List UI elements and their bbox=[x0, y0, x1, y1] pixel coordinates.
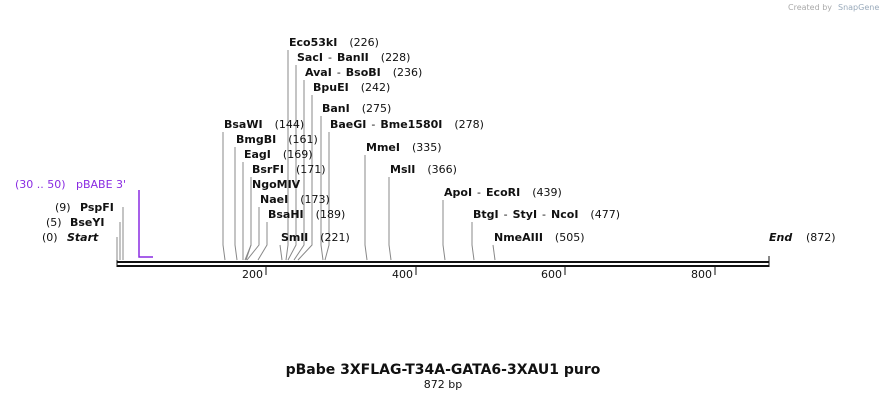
enzyme-position: (477) bbox=[590, 208, 620, 221]
enzyme-position: (236) bbox=[393, 66, 423, 79]
enzyme-name: ApoI bbox=[444, 186, 472, 199]
enzyme-position: (171) bbox=[296, 163, 326, 176]
cut-line bbox=[297, 95, 313, 261]
enzyme-position: (439) bbox=[532, 186, 562, 199]
enzyme-name: SacI bbox=[297, 51, 323, 64]
site-position: (5) bbox=[46, 216, 62, 229]
tick-label: 600 bbox=[541, 268, 562, 281]
enzyme-name: AvaI bbox=[305, 66, 332, 79]
enzyme-position: (366) bbox=[427, 163, 457, 176]
enzyme-name: MslI bbox=[390, 163, 415, 176]
separator: - bbox=[328, 51, 332, 64]
enzyme-name: SmlI bbox=[281, 231, 308, 244]
enzyme-name: NgoMIV bbox=[252, 178, 301, 191]
cut-line bbox=[388, 177, 392, 261]
enzyme-position: (226) bbox=[349, 36, 379, 49]
cut-line bbox=[324, 132, 330, 261]
enzyme-position: (242) bbox=[361, 81, 391, 94]
enzyme-position: (144) bbox=[275, 118, 305, 131]
cut-line bbox=[492, 244, 496, 261]
enzyme-name: BanII bbox=[337, 51, 369, 64]
enzyme-name: BanI bbox=[322, 102, 350, 115]
cut-line bbox=[234, 147, 238, 261]
enzyme-position: (278) bbox=[454, 118, 484, 131]
credit: Created by bbox=[788, 3, 832, 12]
enzyme-name: BsaHI bbox=[268, 208, 304, 221]
backbone-bottom bbox=[117, 265, 769, 267]
enzyme-name: NcoI bbox=[551, 208, 578, 221]
cut-line bbox=[442, 200, 446, 261]
enzyme-position: (275) bbox=[362, 102, 392, 115]
enzyme-position: (228) bbox=[381, 51, 411, 64]
enzyme-name: Bme1580I bbox=[380, 118, 442, 131]
site-name: PspFI bbox=[80, 201, 114, 214]
enzyme-name: BsaWI bbox=[224, 118, 263, 131]
enzyme-position: (173) bbox=[300, 193, 330, 206]
tick-label: 200 bbox=[242, 268, 263, 281]
cut-line bbox=[364, 155, 368, 261]
cut-line bbox=[293, 80, 305, 261]
enzyme-name: BaeGI bbox=[330, 118, 366, 131]
enzyme-position: (189) bbox=[316, 208, 346, 221]
brand: SnapGene bbox=[838, 3, 879, 12]
tick-label: 800 bbox=[691, 268, 712, 281]
enzyme-position: (169) bbox=[283, 148, 313, 161]
enzyme-position: (161) bbox=[288, 133, 318, 146]
separator: - bbox=[477, 186, 481, 199]
cut-line bbox=[471, 222, 475, 261]
enzyme-position: (335) bbox=[412, 141, 442, 154]
tick-label: 400 bbox=[392, 268, 413, 281]
feature-name: pBABE 3' bbox=[76, 178, 126, 191]
cut-line bbox=[320, 116, 324, 261]
enzyme-name: BmgBI bbox=[236, 133, 276, 146]
site-position: (9) bbox=[55, 201, 71, 214]
enzyme-name: BsrFI bbox=[252, 163, 284, 176]
end-position: (872) bbox=[806, 231, 836, 244]
separator: - bbox=[337, 66, 341, 79]
enzyme-position: (505) bbox=[555, 231, 585, 244]
map-title: pBabe 3XFLAG-T34A-GATA6-3XAU1 puro bbox=[286, 362, 601, 378]
cut-line bbox=[279, 244, 283, 261]
map-length: 872 bp bbox=[424, 378, 462, 391]
enzyme-name: EcoRI bbox=[486, 186, 520, 199]
site-position: (0) bbox=[42, 231, 58, 244]
enzyme-name: EagI bbox=[244, 148, 271, 161]
cut-line bbox=[287, 65, 297, 261]
enzyme-name: Eco53kI bbox=[289, 36, 337, 49]
enzyme-name: MmeI bbox=[366, 141, 400, 154]
end-name: End bbox=[769, 231, 792, 244]
backbone-top bbox=[117, 261, 769, 263]
cut-line bbox=[246, 207, 260, 261]
cut-line bbox=[222, 132, 226, 261]
enzyme-name: NmeAIII bbox=[494, 231, 543, 244]
enzyme-position: (221) bbox=[320, 231, 350, 244]
enzyme-name: StyI bbox=[513, 208, 537, 221]
cut-line bbox=[285, 50, 289, 261]
site-name: BseYI bbox=[70, 216, 104, 229]
feature-mark bbox=[138, 190, 153, 258]
separator: - bbox=[371, 118, 375, 131]
enzyme-name: BpuEI bbox=[313, 81, 349, 94]
feature-range: (30 .. 50) bbox=[15, 178, 66, 191]
separator: - bbox=[504, 208, 508, 221]
separator: - bbox=[542, 208, 546, 221]
enzyme-name: BtgI bbox=[473, 208, 499, 221]
enzyme-name: NaeI bbox=[260, 193, 288, 206]
enzyme-name: BsoBI bbox=[346, 66, 381, 79]
site-name: Start bbox=[67, 231, 99, 244]
cut-line bbox=[257, 222, 268, 261]
cut-line bbox=[245, 192, 252, 261]
